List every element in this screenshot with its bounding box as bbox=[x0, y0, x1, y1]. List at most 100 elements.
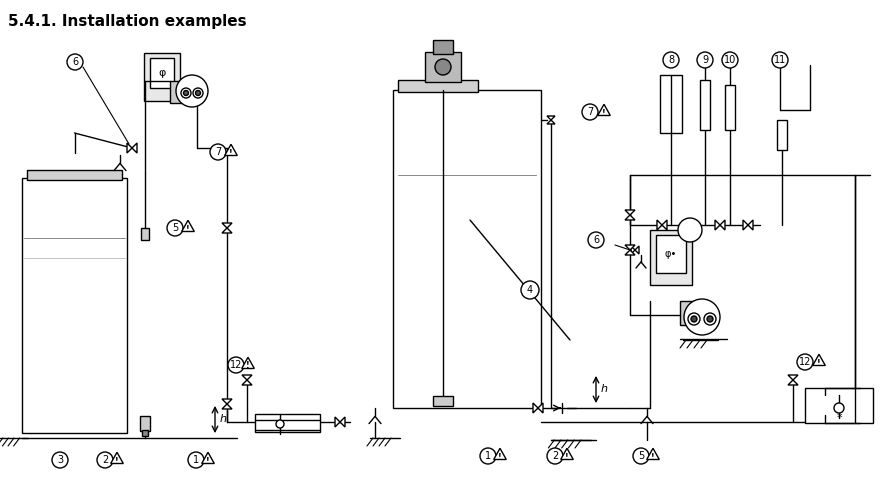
Bar bbox=[144, 53, 180, 101]
Polygon shape bbox=[635, 246, 639, 254]
Bar bbox=[27, 170, 122, 180]
Polygon shape bbox=[748, 220, 753, 230]
Text: 4: 4 bbox=[527, 285, 533, 295]
Circle shape bbox=[97, 452, 113, 468]
Polygon shape bbox=[242, 357, 254, 369]
Circle shape bbox=[480, 448, 496, 464]
Polygon shape bbox=[625, 250, 635, 255]
Polygon shape bbox=[242, 375, 252, 380]
Bar bbox=[255, 414, 320, 432]
Text: 1: 1 bbox=[193, 455, 199, 465]
Text: h: h bbox=[219, 414, 226, 425]
Circle shape bbox=[181, 88, 191, 98]
Bar bbox=[805, 388, 873, 423]
Bar bbox=[150, 58, 174, 88]
Circle shape bbox=[67, 54, 83, 70]
Text: 11: 11 bbox=[774, 55, 786, 65]
Bar bbox=[725, 85, 735, 130]
Bar bbox=[142, 430, 148, 436]
Polygon shape bbox=[222, 399, 232, 404]
Text: 7: 7 bbox=[587, 107, 593, 117]
Circle shape bbox=[547, 448, 563, 464]
Polygon shape bbox=[538, 403, 543, 413]
Text: 5.4.1. Installation examples: 5.4.1. Installation examples bbox=[8, 14, 246, 29]
Text: 5: 5 bbox=[172, 223, 178, 233]
Text: !: ! bbox=[602, 109, 605, 118]
Polygon shape bbox=[631, 246, 635, 254]
Text: 6: 6 bbox=[72, 57, 78, 67]
Bar bbox=[700, 80, 710, 130]
Circle shape bbox=[704, 313, 716, 325]
Polygon shape bbox=[127, 143, 132, 153]
Text: !: ! bbox=[246, 362, 250, 370]
Polygon shape bbox=[111, 452, 123, 463]
Circle shape bbox=[688, 313, 700, 325]
Circle shape bbox=[435, 59, 451, 75]
Circle shape bbox=[707, 316, 713, 322]
Text: !: ! bbox=[229, 149, 233, 157]
Polygon shape bbox=[743, 220, 748, 230]
Bar bbox=[656, 235, 686, 273]
Bar bbox=[140, 416, 150, 431]
Bar bbox=[777, 120, 787, 150]
Circle shape bbox=[228, 357, 244, 373]
Text: !: ! bbox=[818, 359, 821, 368]
Polygon shape bbox=[657, 220, 662, 230]
Circle shape bbox=[633, 448, 649, 464]
Circle shape bbox=[663, 52, 679, 68]
Polygon shape bbox=[625, 215, 635, 220]
Polygon shape bbox=[625, 245, 635, 250]
Circle shape bbox=[772, 52, 788, 68]
Text: 1: 1 bbox=[485, 451, 491, 461]
Circle shape bbox=[188, 452, 204, 468]
Circle shape bbox=[722, 52, 738, 68]
Polygon shape bbox=[647, 448, 659, 460]
Circle shape bbox=[697, 52, 713, 68]
Text: !: ! bbox=[498, 453, 502, 461]
Text: !: ! bbox=[651, 453, 655, 461]
Circle shape bbox=[678, 218, 702, 242]
Bar bbox=[660, 75, 682, 133]
Polygon shape bbox=[202, 452, 215, 463]
Circle shape bbox=[193, 88, 203, 98]
Text: 8: 8 bbox=[668, 55, 674, 65]
Polygon shape bbox=[625, 210, 635, 215]
Circle shape bbox=[684, 299, 720, 335]
Text: h: h bbox=[600, 385, 607, 395]
Polygon shape bbox=[547, 116, 555, 120]
Text: 2: 2 bbox=[552, 451, 558, 461]
Bar bbox=[398, 80, 478, 92]
Text: !: ! bbox=[206, 457, 209, 465]
Polygon shape bbox=[132, 143, 137, 153]
Text: 6: 6 bbox=[593, 235, 599, 245]
Bar bbox=[393, 90, 541, 408]
Circle shape bbox=[834, 403, 844, 413]
Circle shape bbox=[195, 91, 201, 95]
Circle shape bbox=[184, 91, 188, 95]
Polygon shape bbox=[494, 448, 506, 460]
Circle shape bbox=[276, 420, 284, 428]
Polygon shape bbox=[224, 144, 238, 155]
Bar bbox=[433, 396, 453, 406]
Polygon shape bbox=[335, 417, 340, 427]
Polygon shape bbox=[788, 380, 798, 385]
Bar bbox=[141, 228, 149, 240]
Text: 12: 12 bbox=[799, 357, 811, 367]
Bar bbox=[22, 178, 127, 433]
Text: 2: 2 bbox=[102, 455, 108, 465]
Polygon shape bbox=[662, 220, 667, 230]
Polygon shape bbox=[340, 417, 345, 427]
Polygon shape bbox=[813, 354, 825, 366]
Bar bbox=[650, 230, 692, 285]
Text: 9: 9 bbox=[702, 55, 708, 65]
Circle shape bbox=[691, 316, 697, 322]
Circle shape bbox=[521, 281, 539, 299]
Circle shape bbox=[176, 75, 208, 107]
Text: 7: 7 bbox=[215, 147, 221, 157]
Text: 12: 12 bbox=[230, 360, 242, 370]
Polygon shape bbox=[222, 223, 232, 228]
Text: !: ! bbox=[187, 224, 190, 234]
Bar bbox=[433, 40, 453, 54]
Polygon shape bbox=[720, 220, 725, 230]
Text: *: * bbox=[836, 413, 842, 423]
